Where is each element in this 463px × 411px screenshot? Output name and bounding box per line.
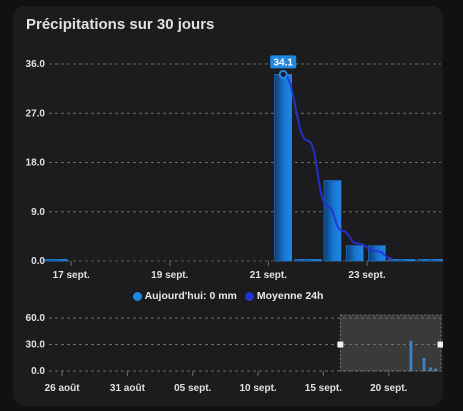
main-ytick-label: 36.0 bbox=[26, 59, 46, 70]
card-title: Précipitations sur 30 jours bbox=[26, 16, 215, 33]
navigator-bar bbox=[422, 358, 426, 371]
navigator-ticks: 60.0 30.0 0.026 août 31 août 05 sept. 10 sept… bbox=[26, 313, 408, 394]
precipitation-card: Précipitations sur 30 jours 36.0 27.0 18.0… bbox=[13, 6, 443, 406]
navigator-bar bbox=[434, 368, 438, 371]
main-chart-avg-line bbox=[282, 73, 392, 260]
navigator-xtick-label: 20 sept. bbox=[370, 383, 407, 394]
navigator-selection[interactable] bbox=[337, 314, 443, 372]
navigator-xtick-label: 31 août bbox=[110, 383, 146, 394]
average-series-line bbox=[282, 73, 392, 260]
legend-item-today[interactable]: Aujourd'hui: 0 mm bbox=[132, 290, 237, 302]
navigator-xtick-label: 26 août bbox=[45, 383, 81, 394]
main-xtick-label: 23 sept. bbox=[348, 270, 385, 281]
max-point-marker bbox=[278, 69, 288, 79]
navigator-xtick-label: 05 sept. bbox=[174, 383, 211, 394]
legend-item-average[interactable]: Moyenne 24h bbox=[244, 290, 324, 302]
main-chart-annotation: 34.1 bbox=[270, 55, 297, 79]
legend-average-label: Moyenne 24h bbox=[256, 290, 324, 302]
navigator-xtick-label: 10 sept. bbox=[239, 383, 276, 394]
main-chart-ticks: 36.0 27.0 18.0 9.0 0.0 17 sept. 19 sept. 21 sep… bbox=[26, 59, 386, 281]
main-chart-bars bbox=[42, 74, 443, 262]
main-bar bbox=[397, 259, 416, 262]
main-ytick-label: 9.0 bbox=[31, 207, 45, 218]
main-bar bbox=[345, 245, 364, 262]
navigator-bar bbox=[409, 340, 413, 371]
navigator-xtick-label: 15 sept. bbox=[305, 383, 342, 394]
main-ytick-label: 0.0 bbox=[31, 256, 45, 267]
precipitation-chart[interactable]: 36.0 27.0 18.0 9.0 0.0 17 sept. 19 sept. 21 sep… bbox=[13, 6, 443, 406]
legend-today-marker bbox=[132, 291, 142, 301]
main-chart-grid bbox=[49, 63, 441, 262]
max-label-box bbox=[270, 55, 297, 69]
max-value-label: 34.1 bbox=[273, 57, 293, 68]
main-bar bbox=[303, 259, 322, 262]
main-xtick-label: 21 sept. bbox=[250, 270, 287, 281]
legend-average-marker bbox=[244, 291, 254, 301]
main-xtick-label: 17 sept. bbox=[53, 270, 90, 281]
navigator-resize-handle bbox=[437, 341, 443, 348]
navigator-ytick-label: 0.0 bbox=[31, 366, 45, 377]
main-bar bbox=[323, 180, 342, 262]
navigator-resize-handle bbox=[337, 341, 344, 348]
main-ytick-label: 18.0 bbox=[26, 158, 46, 169]
legend-today-label: Aujourd'hui: 0 mm bbox=[144, 290, 237, 302]
main-bar bbox=[274, 74, 293, 262]
main-bar bbox=[427, 259, 443, 262]
navigator-bars bbox=[409, 340, 438, 371]
navigator-ytick-label: 30.0 bbox=[26, 340, 46, 351]
navigator-selection-window bbox=[339, 314, 442, 372]
main-ytick-label: 27.0 bbox=[26, 108, 46, 119]
main-bar bbox=[50, 259, 68, 262]
navigator-bar bbox=[429, 367, 432, 371]
chart-legend: Aujourd'hui: 0 mm Moyenne 24h bbox=[13, 290, 443, 302]
main-xtick-label: 19 sept. bbox=[151, 270, 188, 281]
navigator-ytick-label: 60.0 bbox=[26, 313, 46, 324]
